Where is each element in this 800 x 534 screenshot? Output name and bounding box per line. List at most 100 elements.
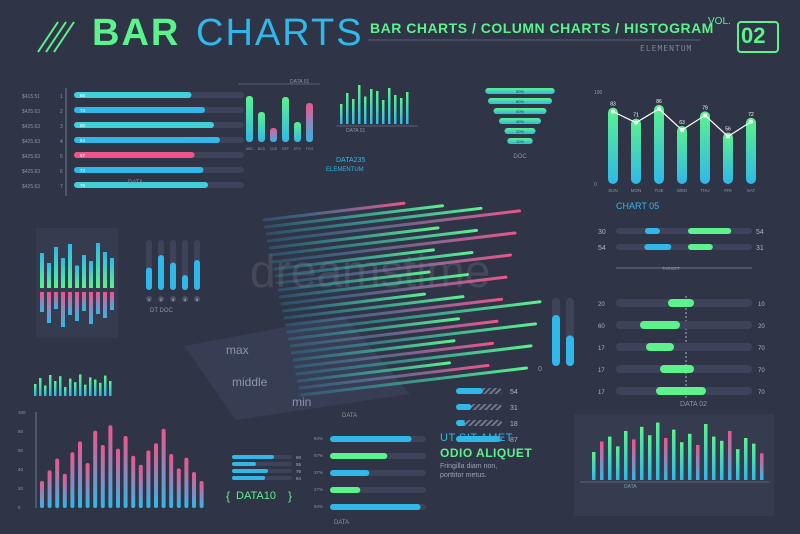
bar bbox=[74, 122, 214, 128]
tick-label: 7 bbox=[60, 184, 63, 190]
tick-label: BCD bbox=[258, 147, 266, 151]
bar bbox=[61, 292, 65, 327]
data-label: 63 bbox=[679, 120, 685, 126]
bar bbox=[720, 440, 724, 480]
slash-icon bbox=[37, 21, 75, 53]
bar bbox=[89, 377, 92, 396]
bar bbox=[69, 378, 72, 396]
bar bbox=[646, 343, 674, 351]
bar bbox=[656, 422, 660, 480]
bar-track bbox=[616, 244, 752, 250]
data-label: 79 bbox=[702, 105, 708, 111]
bar bbox=[632, 439, 636, 480]
bar bbox=[47, 470, 52, 508]
tick-label: 1 bbox=[60, 94, 63, 100]
data-label: 64 bbox=[296, 476, 302, 481]
bar bbox=[298, 363, 490, 390]
data-label: 72 bbox=[748, 112, 754, 118]
bar bbox=[59, 376, 62, 396]
bar bbox=[146, 267, 152, 290]
data-label: 31 bbox=[510, 405, 518, 412]
bar bbox=[61, 258, 65, 288]
bar bbox=[668, 299, 694, 307]
bar bbox=[158, 255, 164, 290]
tick-label: 4 bbox=[60, 139, 63, 145]
tick-label: $415.51 bbox=[22, 94, 40, 100]
tick-label: 70 bbox=[758, 346, 765, 352]
bar bbox=[262, 201, 406, 222]
bar bbox=[712, 436, 716, 480]
bar bbox=[306, 103, 313, 142]
bar-track bbox=[616, 343, 752, 351]
tick-label: 2 bbox=[60, 109, 63, 115]
bar bbox=[624, 431, 628, 480]
bar bbox=[358, 85, 361, 124]
bar bbox=[74, 182, 208, 188]
bar bbox=[507, 138, 533, 144]
data-label: 60 bbox=[296, 455, 302, 460]
bar bbox=[276, 253, 512, 285]
bar bbox=[79, 374, 82, 396]
bar bbox=[289, 319, 499, 348]
bar bbox=[704, 424, 708, 480]
bar bbox=[688, 244, 713, 250]
bar bbox=[297, 361, 451, 383]
data-label: 67 bbox=[80, 153, 86, 158]
title-charts: CHARTS bbox=[196, 12, 364, 54]
bar bbox=[70, 452, 75, 508]
bar-track bbox=[616, 228, 752, 234]
tick-label: 17 bbox=[598, 390, 605, 396]
bar bbox=[116, 448, 120, 508]
bar bbox=[170, 262, 176, 290]
bar bbox=[54, 381, 57, 396]
data-label: 55 bbox=[296, 462, 302, 467]
trend-point bbox=[657, 106, 661, 111]
tick-label: TUE bbox=[655, 188, 664, 193]
bar bbox=[246, 96, 253, 142]
bar bbox=[688, 433, 692, 480]
bar bbox=[330, 504, 421, 510]
bar bbox=[672, 429, 676, 480]
tick-label: 3 bbox=[60, 124, 63, 130]
trend-point bbox=[749, 119, 753, 124]
bar bbox=[44, 385, 47, 396]
tick-label: 70 bbox=[758, 368, 765, 374]
bar bbox=[99, 382, 102, 396]
bar bbox=[82, 292, 86, 311]
bar bbox=[40, 253, 44, 288]
bar bbox=[74, 167, 204, 173]
bar bbox=[34, 384, 37, 396]
chart-subtitle: DATA235 bbox=[336, 157, 365, 164]
bar bbox=[89, 261, 93, 288]
bar bbox=[184, 457, 189, 508]
bar bbox=[176, 468, 181, 508]
chart-subtitle: ELEMENTUM bbox=[326, 167, 364, 173]
bar bbox=[456, 388, 483, 394]
bar bbox=[566, 335, 574, 366]
data-label: 20% bbox=[516, 129, 524, 134]
bar bbox=[47, 292, 51, 323]
data-label: 83 bbox=[610, 102, 616, 108]
bar bbox=[340, 104, 343, 124]
chart-title: CHART 05 bbox=[616, 201, 659, 211]
axis-label: max bbox=[226, 343, 249, 357]
bar bbox=[688, 228, 732, 234]
bar bbox=[346, 93, 349, 124]
tick-label: 60 bbox=[598, 324, 605, 330]
tick-label: $425.63 bbox=[22, 139, 40, 145]
bar bbox=[400, 98, 403, 124]
tick-label: 20 bbox=[18, 486, 24, 491]
tick-label: DEF bbox=[282, 147, 289, 151]
bar bbox=[265, 206, 483, 236]
bar bbox=[504, 128, 536, 134]
bar bbox=[154, 443, 158, 508]
trend-point bbox=[634, 120, 638, 125]
bar bbox=[169, 454, 174, 508]
bracket-icon: { bbox=[226, 489, 230, 503]
bar bbox=[286, 300, 542, 334]
footer-label: DATA bbox=[342, 413, 357, 419]
tick-label: 40 bbox=[18, 467, 24, 472]
footer-label: TARGET bbox=[662, 266, 680, 271]
index-dot bbox=[158, 296, 164, 302]
